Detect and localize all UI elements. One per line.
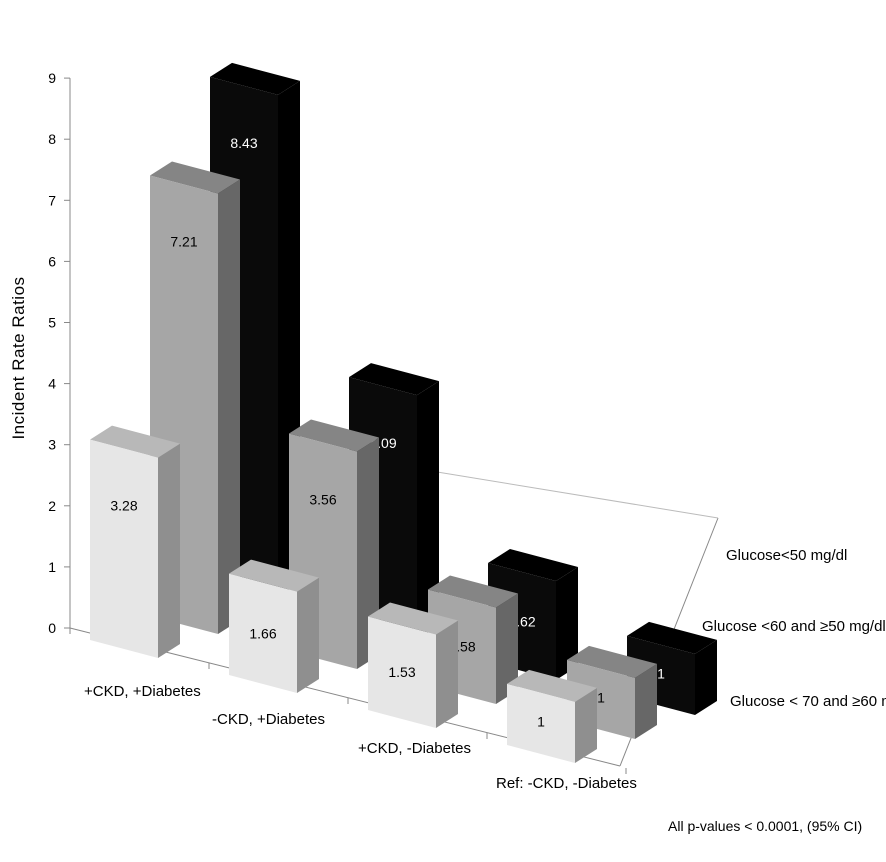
bar-top-face bbox=[349, 363, 439, 396]
y-tick-label: 0 bbox=[48, 620, 56, 636]
series-label: Glucose < 70 and ≥60 mg/dl bbox=[730, 693, 886, 710]
bar-side-face bbox=[575, 687, 597, 763]
bar-side-face bbox=[496, 593, 518, 704]
bar-front-face bbox=[368, 616, 436, 728]
bar-top-face bbox=[150, 161, 240, 194]
footnote: All p-values < 0.0001, (95% CI) bbox=[668, 818, 863, 834]
x-category-label: +CKD, +Diabetes bbox=[84, 683, 201, 700]
bar-value-label: 7.21 bbox=[170, 233, 197, 249]
bar-side-face bbox=[556, 567, 578, 680]
bar-value-label: 3.56 bbox=[309, 491, 336, 507]
y-ticks: 0 1 2 3 4 5 6 7 8 9 bbox=[48, 70, 70, 636]
y-tick-label: 9 bbox=[48, 70, 56, 86]
y-tick-label: 3 bbox=[48, 437, 56, 453]
bar-top-face bbox=[507, 669, 597, 702]
bar-side-face bbox=[436, 620, 458, 728]
x-category-label: Ref: -CKD, -Diabetes bbox=[496, 775, 637, 792]
x-category-label: -CKD, +Diabetes bbox=[212, 711, 325, 728]
floor-back-edge bbox=[424, 469, 719, 519]
bar-side-face bbox=[297, 577, 319, 693]
y-axis-label: Incident Rate Ratios bbox=[9, 276, 28, 439]
bar-top-face bbox=[229, 559, 319, 592]
y-tick-label: 4 bbox=[48, 376, 56, 392]
bar-value-label: 3.28 bbox=[110, 498, 137, 514]
bar-front-face bbox=[229, 573, 297, 693]
bar-front-face bbox=[90, 439, 158, 658]
bar-top-face bbox=[368, 602, 458, 635]
bar-side-face bbox=[417, 381, 439, 645]
bar-side-face bbox=[218, 179, 240, 634]
axes: +CKD, +Diabetes -CKD, +Diabetes +CKD, -Dia… bbox=[69, 78, 886, 792]
bar-value-label: 1 bbox=[657, 666, 665, 682]
x-category-label: +CKD, -Diabetes bbox=[358, 740, 471, 757]
bar-side-face bbox=[635, 663, 657, 739]
y-tick-label: 6 bbox=[48, 253, 56, 269]
y-tick-label: 8 bbox=[48, 131, 56, 147]
bar-top-face bbox=[627, 621, 717, 654]
bar-value-label: 8.43 bbox=[230, 135, 257, 151]
bar: 1.53 bbox=[368, 602, 458, 728]
bar-top-face bbox=[90, 425, 180, 458]
bar: 1 bbox=[507, 669, 597, 763]
bar-value-label: 1.53 bbox=[388, 664, 415, 680]
bar-side-face bbox=[158, 443, 180, 658]
bar-top-face bbox=[210, 62, 300, 95]
bar-side-face bbox=[695, 639, 717, 715]
bar-top-face bbox=[428, 575, 518, 608]
y-tick-label: 1 bbox=[48, 559, 56, 575]
y-tick-label: 7 bbox=[48, 192, 56, 208]
bar-value-label: 1 bbox=[597, 690, 605, 706]
y-tick-label: 2 bbox=[48, 498, 56, 514]
bar: 1.66 bbox=[229, 559, 319, 693]
bar-front-face bbox=[507, 683, 575, 763]
bar-top-face bbox=[567, 645, 657, 678]
bar: 3.28 bbox=[90, 425, 180, 658]
bar-value-label: 1 bbox=[537, 714, 545, 730]
bar-side-face bbox=[357, 437, 379, 669]
bar-value-label: 1.66 bbox=[249, 625, 276, 641]
series-label: Glucose <60 and ≥50 mg/dl bbox=[702, 618, 886, 635]
y-tick-label: 5 bbox=[48, 315, 56, 331]
bar-top-face bbox=[488, 549, 578, 581]
bar-top-face bbox=[289, 419, 379, 452]
series-label: Glucose<50 mg/dl bbox=[726, 547, 847, 564]
